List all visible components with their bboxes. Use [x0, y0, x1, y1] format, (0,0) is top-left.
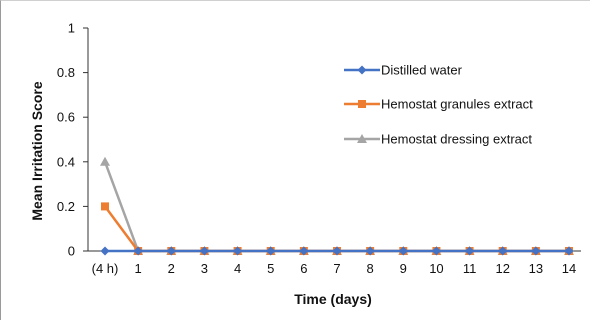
data-point-marker: [431, 246, 441, 256]
legend-item: Hemostat granules extract: [344, 97, 533, 112]
x-tick-label: 2: [168, 261, 175, 276]
x-tick-label: 7: [333, 261, 340, 276]
series-distilled-water: [100, 246, 574, 256]
legend-item: Distilled water: [344, 63, 463, 78]
legend-label: Distilled water: [381, 63, 463, 78]
data-point-marker: [357, 65, 367, 75]
x-tick-label: 1: [135, 261, 142, 276]
legend: Distilled water Hemostat granules extract…: [344, 63, 533, 147]
data-point-marker: [299, 246, 309, 256]
x-tick-label: 12: [495, 261, 509, 276]
data-point-marker: [100, 246, 110, 256]
series-layer: [100, 156, 574, 256]
data-point-marker: [358, 100, 366, 108]
series-line: [103, 205, 569, 253]
data-point-marker: [100, 156, 110, 166]
legend-label: Hemostat dressing extract: [381, 132, 532, 147]
data-point-marker: [398, 246, 408, 256]
x-tick-label: 5: [267, 261, 274, 276]
x-tick-label: 14: [562, 261, 576, 276]
x-axis-title: Time (days): [294, 291, 372, 307]
x-tick-label: 13: [529, 261, 543, 276]
data-point-marker: [101, 202, 109, 211]
y-tick-label: 0.8: [57, 65, 75, 80]
data-point-marker: [357, 134, 367, 143]
legend-item: Hemostat dressing extract: [344, 132, 532, 147]
data-point-marker: [266, 246, 276, 256]
data-point-marker: [233, 246, 243, 256]
x-tick-label: 3: [201, 261, 208, 276]
y-tick-label: 0: [68, 244, 75, 259]
data-point-marker: [332, 246, 342, 256]
x-tick-label: 6: [300, 261, 307, 276]
legend-label: Hemostat granules extract: [381, 97, 533, 112]
y-tick-label: 0.4: [57, 154, 75, 169]
data-point-marker: [166, 246, 176, 256]
data-point-marker: [365, 246, 375, 256]
data-point-marker: [531, 246, 541, 256]
x-tick-label: (4 h): [92, 261, 119, 276]
x-tick-label: 9: [400, 261, 407, 276]
data-point-marker: [199, 246, 209, 256]
data-point-marker: [564, 246, 574, 256]
x-tick-label: 10: [429, 261, 443, 276]
y-axis-title: Mean Irritation Score: [29, 81, 45, 220]
x-tick-label: 8: [367, 261, 374, 276]
x-tick-label: 4: [234, 261, 241, 276]
y-tick-label: 1: [68, 21, 75, 36]
y-tick-label: 0.2: [57, 199, 75, 214]
axes: 00.20.40.60.81(4 h) 1 2 3 4 5 6 7 8 9 10 11 12 13 14: [57, 21, 581, 276]
y-tick-label: 0.6: [57, 110, 75, 125]
x-tick-label: 11: [463, 261, 477, 276]
series-hemostat-dressing-extract: [100, 156, 574, 255]
series-line: [103, 161, 569, 253]
data-point-marker: [498, 246, 508, 256]
data-point-marker: [133, 246, 143, 256]
data-point-marker: [465, 246, 475, 256]
